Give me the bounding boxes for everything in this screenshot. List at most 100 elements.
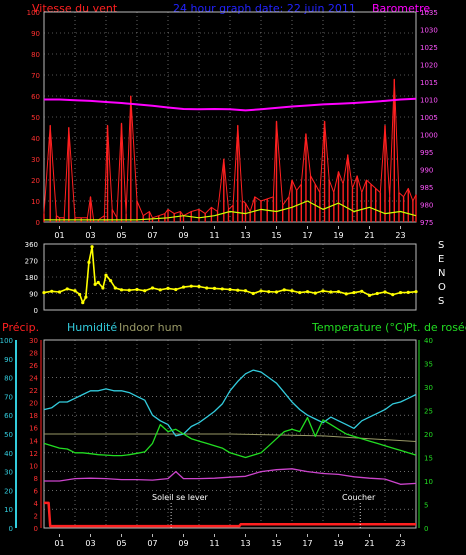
direction-point [181,285,186,289]
direction-point [90,245,94,249]
climate-panel-xtick-label: 11 [209,539,219,548]
barometer-axis-tick-label: 975 [420,219,433,227]
precip-axis-tick-label: 6 [34,487,39,495]
precip-axis-tick-label: 8 [34,475,38,483]
wind-axis-tick-label: 40 [31,135,40,143]
wind-panel-xtick-label: 07 [147,231,157,240]
barometer-axis-tick-label: 990 [420,167,433,175]
direction-point [321,289,325,293]
precip-axis-tick-label: 10 [29,462,38,470]
direction-point [282,288,286,292]
direction-point [360,289,364,293]
indoor-hum-line [44,433,417,442]
climate-panel-xtick-label: 01 [54,539,64,548]
direction-point [305,290,310,294]
chart-layer: 0102030405060708090100975980985990995100… [0,9,446,548]
precip-axis-tick-label: 28 [29,350,38,358]
wind-axis-tick-label: 20 [31,177,40,185]
temp-axis-tick-label: 30 [424,384,433,392]
direction-axis-tick-label: 270 [25,258,38,266]
temp-axis-tick-label: 25 [424,408,433,416]
climate-panel-xtick-label: 03 [85,539,95,548]
temp-axis-tick-label: 10 [424,478,433,486]
precip-axis-tick-label: 18 [29,412,38,420]
direction-point [158,288,162,292]
barometer-line [44,97,417,112]
compass-letter: O [438,282,446,293]
direction-point [135,287,139,292]
wind-axis-tick-label: 30 [31,156,40,164]
wind-line [43,78,417,221]
humidity-axis-tick-label: 0 [9,525,13,533]
direction-point [290,289,294,293]
chart-title: 24 hour graph date: 22 juin 2011 [173,2,356,15]
precip-axis-tick-label: 22 [29,387,38,395]
precip-axis-tick-label: 0 [34,525,38,533]
barometer-axis-tick-label: 1015 [420,79,438,87]
direction-point [119,288,124,292]
temp-axis-tick-label: 40 [424,337,433,345]
climate-panel-xtick-label: 17 [302,539,312,548]
direction-point [298,290,302,295]
barometer-axis-tick-label: 1010 [420,97,438,105]
climate-panel-xtick-label: 23 [395,539,405,548]
humidity-axis-tick-label: 70 [4,393,13,401]
direction-point [228,287,232,292]
direction-point [87,260,91,264]
barometer-axis-tick-label: 1005 [420,114,438,122]
direction-point [391,293,395,297]
direction-point [104,273,108,277]
precip-axis-label: Précip. [2,321,39,334]
direction-point [96,280,100,285]
wind-panel-xtick-label: 19 [333,231,343,240]
humidity-axis-tick-label: 40 [4,450,13,458]
direction-point [251,291,255,296]
humidity-axis-tick-label: 60 [4,412,13,420]
barometer-axis-tick-label: 1035 [420,9,438,17]
temp-axis-tick-label: 5 [424,502,428,510]
wind-panel-xtick-label: 23 [395,231,405,240]
direction-point [259,289,263,293]
climate-panel-xtick-label: 19 [333,539,343,548]
barometer-axis-tick-label: 980 [420,202,433,210]
wind-axis-tick-label: 70 [31,72,40,80]
precip-axis-tick-label: 12 [29,450,38,458]
sunrise-annotation: Soleil se lever [152,493,209,502]
direction-axis-tick-label: 360 [25,241,38,249]
direction-point [267,290,271,294]
temperature-line [43,416,417,459]
precip-axis-tick-label: 24 [29,375,38,383]
direction-point [127,288,131,292]
direction-point [150,286,155,290]
direction-point [101,286,105,290]
precip-axis-tick-label: 16 [29,425,38,433]
wind-panel-xtick-label: 17 [302,231,312,240]
direction-point [143,289,147,293]
dewpoint-axis-label: Pt. de rosée [406,321,466,334]
direction-point [113,286,117,290]
barometer-axis-tick-label: 985 [420,184,433,192]
direction-point [109,279,113,283]
direction-point [375,291,379,296]
direction-point [174,287,178,292]
barometer-axis-tick-label: 1000 [420,132,438,140]
climate-panel-xtick-label: 13 [240,539,250,548]
wind-axis-tick-label: 80 [31,51,40,59]
direction-axis-tick-label: 90 [29,291,38,299]
climate-panel-xtick-label: 05 [116,539,126,548]
direction-point [344,292,348,296]
direction-point [352,290,356,295]
direction-point [243,289,248,293]
direction-point [220,287,224,291]
direction-point [93,282,97,286]
direction-axis-tick-label: 0 [34,307,38,315]
direction-point [81,301,85,305]
direction-point [65,287,69,291]
compass-letter: E [438,254,444,265]
wind-axis-label: Vitesse du vent [32,2,118,15]
temperature-axis-label: Temperature (°C) [311,321,407,334]
temp-axis-tick-label: 0 [424,525,428,533]
wind-axis-tick-label: 50 [31,114,40,122]
compass-letter: S [438,296,444,307]
direction-point [166,286,170,290]
